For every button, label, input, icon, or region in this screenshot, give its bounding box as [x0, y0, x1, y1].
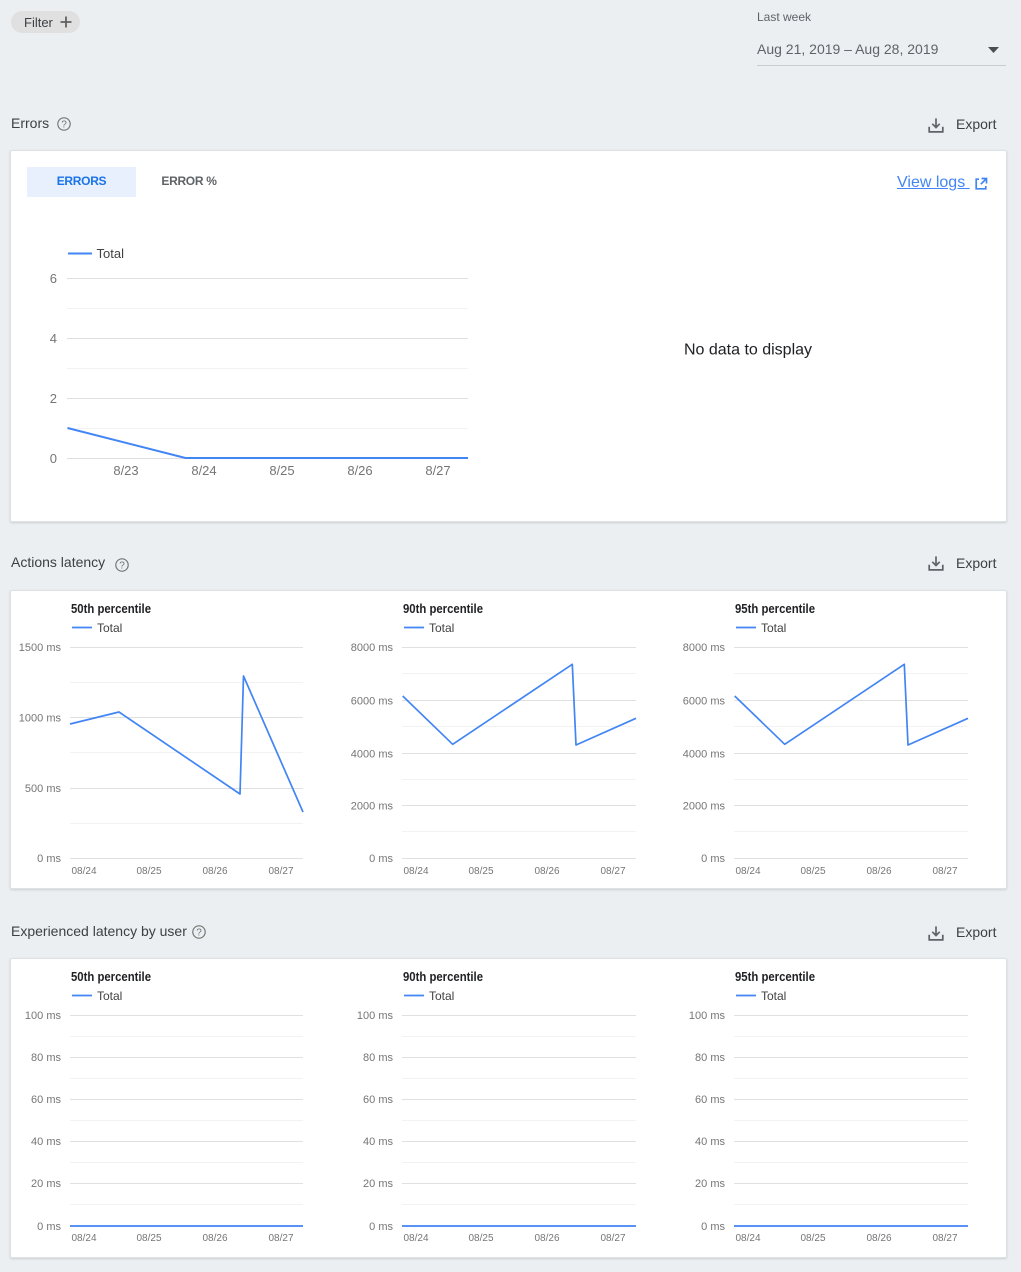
svg-text:80 ms: 80 ms — [363, 1052, 393, 1064]
svg-text:2000 ms: 2000 ms — [683, 801, 726, 813]
svg-text:8/24: 8/24 — [191, 463, 216, 478]
svg-text:100 ms: 100 ms — [25, 1010, 62, 1022]
svg-text:Total: Total — [97, 621, 122, 635]
svg-text:Total: Total — [429, 621, 454, 635]
svg-text:0: 0 — [50, 451, 57, 466]
svg-text:08/26: 08/26 — [202, 866, 227, 877]
svg-text:08/27: 08/27 — [600, 866, 625, 877]
svg-text:08/24: 08/24 — [403, 1233, 428, 1244]
svg-text:0 ms: 0 ms — [37, 853, 61, 865]
svg-text:8/25: 8/25 — [269, 463, 294, 478]
svg-text:08/26: 08/26 — [202, 1233, 227, 1244]
svg-text:Total: Total — [429, 989, 454, 1003]
svg-text:4000 ms: 4000 ms — [351, 749, 394, 761]
svg-text:80 ms: 80 ms — [31, 1052, 61, 1064]
svg-text:20 ms: 20 ms — [695, 1178, 725, 1190]
svg-text:08/26: 08/26 — [534, 866, 559, 877]
svg-text:60 ms: 60 ms — [695, 1094, 725, 1106]
svg-text:6000 ms: 6000 ms — [351, 696, 394, 708]
svg-text:50th percentile: 50th percentile — [71, 969, 151, 984]
svg-text:90th percentile: 90th percentile — [403, 969, 483, 984]
svg-text:08/25: 08/25 — [800, 1233, 825, 1244]
svg-text:08/27: 08/27 — [600, 1233, 625, 1244]
svg-text:08/25: 08/25 — [800, 866, 825, 877]
svg-text:6000 ms: 6000 ms — [683, 696, 726, 708]
svg-text:20 ms: 20 ms — [31, 1178, 61, 1190]
svg-text:100 ms: 100 ms — [357, 1010, 394, 1022]
svg-text:90th percentile: 90th percentile — [403, 601, 483, 616]
svg-text:8000 ms: 8000 ms — [351, 642, 394, 654]
svg-text:2000 ms: 2000 ms — [351, 801, 394, 813]
svg-text:6: 6 — [50, 271, 57, 286]
svg-text:Total: Total — [761, 989, 786, 1003]
svg-text:No data to display: No data to display — [684, 342, 812, 359]
svg-text:4000 ms: 4000 ms — [683, 749, 726, 761]
svg-text:?: ? — [119, 560, 125, 571]
svg-text:08/27: 08/27 — [268, 866, 293, 877]
svg-text:08/26: 08/26 — [866, 866, 891, 877]
svg-text:1000 ms: 1000 ms — [19, 713, 62, 725]
svg-text:95th percentile: 95th percentile — [735, 601, 815, 616]
svg-text:4: 4 — [50, 331, 57, 346]
svg-text:Total: Total — [97, 246, 125, 261]
svg-text:08/26: 08/26 — [534, 1233, 559, 1244]
svg-text:0 ms: 0 ms — [37, 1221, 61, 1233]
svg-text:20 ms: 20 ms — [363, 1178, 393, 1190]
svg-text:08/27: 08/27 — [268, 1233, 293, 1244]
svg-text:8/23: 8/23 — [113, 463, 138, 478]
svg-text:08/24: 08/24 — [71, 1233, 96, 1244]
svg-text:08/25: 08/25 — [468, 866, 493, 877]
svg-text:80 ms: 80 ms — [695, 1052, 725, 1064]
svg-text:8/27: 8/27 — [425, 463, 450, 478]
svg-text:08/25: 08/25 — [468, 1233, 493, 1244]
svg-text:40 ms: 40 ms — [363, 1136, 393, 1148]
svg-text:08/24: 08/24 — [403, 866, 428, 877]
svg-text:08/27: 08/27 — [932, 1233, 957, 1244]
svg-text:08/24: 08/24 — [71, 866, 96, 877]
svg-text:08/25: 08/25 — [136, 866, 161, 877]
svg-text:95th percentile: 95th percentile — [735, 969, 815, 984]
svg-text:100 ms: 100 ms — [689, 1010, 726, 1022]
svg-text:Total: Total — [97, 989, 122, 1003]
svg-text:8/26: 8/26 — [347, 463, 372, 478]
svg-text:0 ms: 0 ms — [369, 1221, 393, 1233]
svg-text:40 ms: 40 ms — [695, 1136, 725, 1148]
svg-text:8000 ms: 8000 ms — [683, 642, 726, 654]
svg-text:0 ms: 0 ms — [701, 1221, 725, 1233]
svg-text:08/27: 08/27 — [932, 866, 957, 877]
svg-text:Total: Total — [761, 621, 786, 635]
svg-text:08/24: 08/24 — [735, 866, 760, 877]
svg-text:500 ms: 500 ms — [25, 783, 62, 795]
svg-text:60 ms: 60 ms — [31, 1094, 61, 1106]
svg-text:0 ms: 0 ms — [701, 853, 725, 865]
svg-text:60 ms: 60 ms — [363, 1094, 393, 1106]
svg-text:08/26: 08/26 — [866, 1233, 891, 1244]
svg-text:50th percentile: 50th percentile — [71, 601, 151, 616]
svg-text:1500 ms: 1500 ms — [19, 642, 62, 654]
svg-text:0 ms: 0 ms — [369, 853, 393, 865]
svg-text:?: ? — [61, 119, 67, 130]
svg-text:2: 2 — [50, 391, 57, 406]
svg-text:?: ? — [196, 927, 202, 938]
svg-text:40 ms: 40 ms — [31, 1136, 61, 1148]
svg-text:08/25: 08/25 — [136, 1233, 161, 1244]
svg-text:08/24: 08/24 — [735, 1233, 760, 1244]
